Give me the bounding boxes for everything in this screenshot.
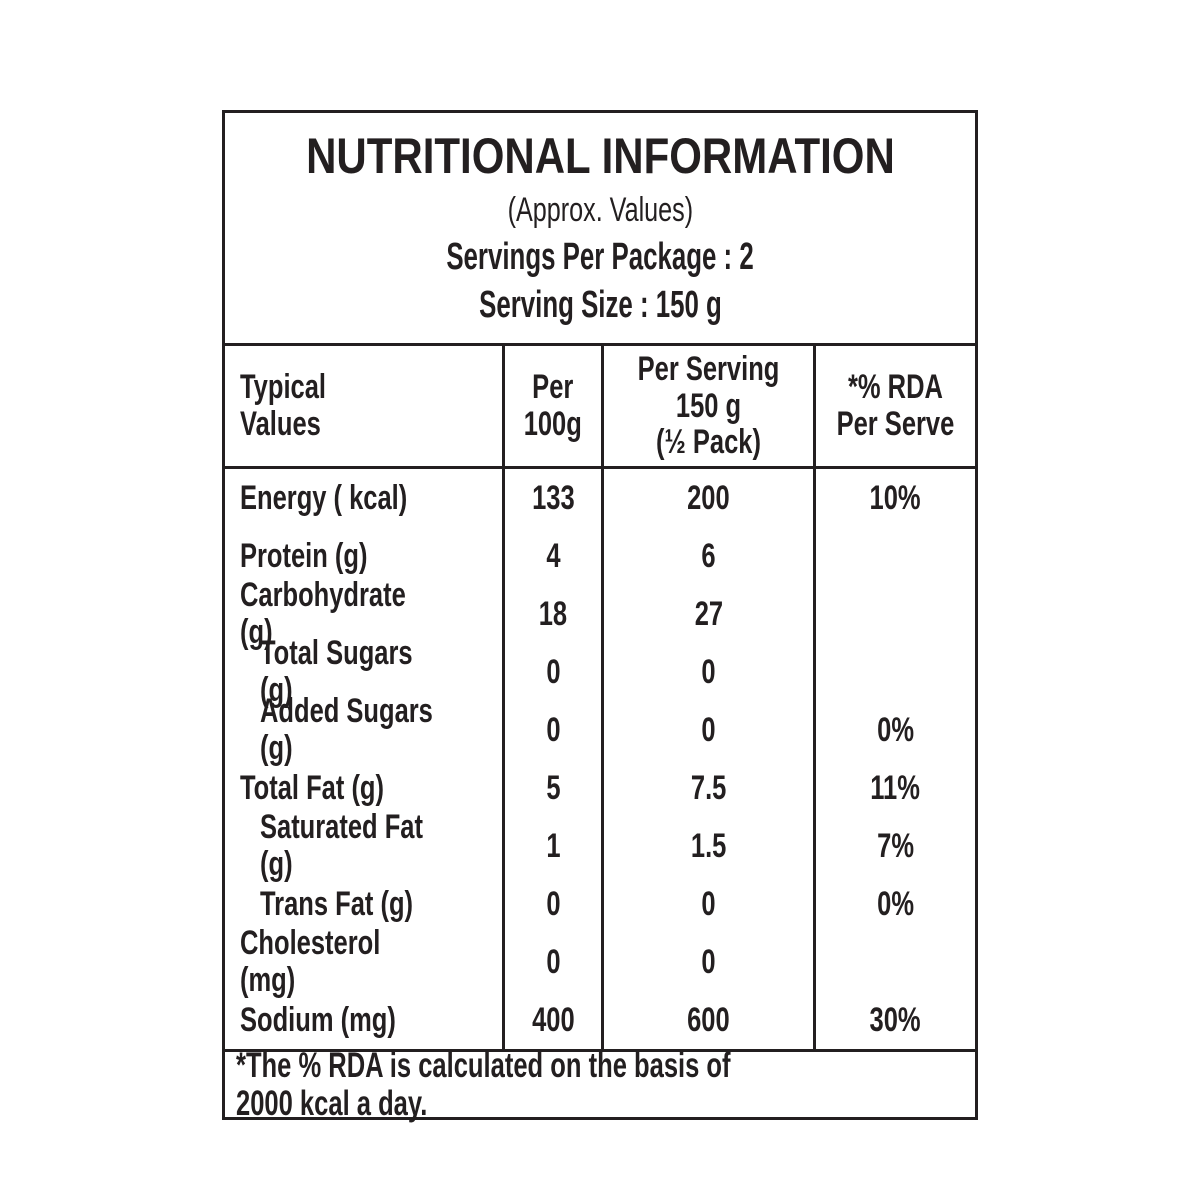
row-label: Trans Fat (g): [260, 884, 414, 923]
value-per-100g: 0: [502, 933, 601, 992]
value-per-serving: 0: [601, 701, 813, 760]
row-label: Total Sugars (g): [260, 634, 413, 710]
value-per-serving: 7.5: [601, 759, 813, 818]
page-title: NUTRITIONAL INFORMATION: [225, 129, 975, 183]
value-per-serving: 0: [601, 643, 813, 702]
approx-values-note: (Approx. Values): [507, 191, 693, 229]
value-per-serving: 6: [601, 527, 813, 586]
servings-per-package: Servings Per Package : 2: [446, 236, 754, 279]
value-rda: [813, 585, 975, 644]
row-label: Added Sugars (g): [260, 692, 433, 768]
column-header-per-serving: Per Serving 150 g (½ Pack): [601, 346, 813, 467]
column-header-per-100g: Per 100g: [502, 346, 601, 467]
value-rda: 0%: [813, 701, 975, 760]
column-header-rda-per-serve: *% RDA Per Serve: [813, 346, 975, 467]
table-row-total-sugars: Total Sugars (g) 0 0: [225, 634, 975, 710]
value-per-100g: 1: [502, 817, 601, 876]
table-body: Energy ( kcal) 133 200 10% Protein (g) 4…: [225, 469, 975, 1050]
table-row-added-sugars: Added Sugars (g) 0 0 0%: [225, 692, 975, 768]
column-header-row: Typical Values Per 100g Per Serving 150 …: [225, 346, 975, 470]
value-per-100g: 133: [502, 469, 601, 528]
table-header-block: NUTRITIONAL INFORMATION (Approx. Values)…: [225, 113, 975, 347]
row-label: Cholesterol (mg): [240, 924, 381, 1000]
row-label: Saturated Fat (g): [260, 808, 423, 884]
value-per-serving: 27: [601, 585, 813, 644]
page-title-text: NUTRITIONAL INFORMATION: [305, 128, 895, 184]
row-label: Total Fat (g): [240, 768, 384, 807]
value-rda: 11%: [813, 759, 975, 818]
value-rda: [813, 643, 975, 702]
table-row-total-fat: Total Fat (g) 5 7.5 11%: [225, 759, 975, 818]
table-row-energy: Energy ( kcal) 133 200 10%: [225, 469, 975, 528]
value-per-100g: 0: [502, 643, 601, 702]
value-rda: 7%: [813, 817, 975, 876]
table-row-trans-fat: Trans Fat (g) 0 0 0%: [225, 875, 975, 934]
table-row-protein: Protein (g) 4 6: [225, 527, 975, 586]
value-per-100g: 0: [502, 701, 601, 760]
value-per-serving: 0: [601, 933, 813, 992]
value-per-serving: 0: [601, 875, 813, 934]
value-per-100g: 5: [502, 759, 601, 818]
value-rda: 10%: [813, 469, 975, 528]
row-label: Energy ( kcal): [240, 478, 408, 517]
table-row-carbohydrate: Carbohydrate (g) 18 27: [225, 576, 975, 652]
serving-size: Serving Size : 150 g: [478, 283, 722, 326]
row-label: Sodium (mg): [240, 1000, 396, 1039]
value-rda: 30%: [813, 991, 975, 1050]
table-row-saturated-fat: Saturated Fat (g) 1 1.5 7%: [225, 808, 975, 884]
table-row-cholesterol: Cholesterol (mg) 0 0: [225, 924, 975, 1000]
value-rda: [813, 527, 975, 586]
row-label: Carbohydrate (g): [240, 576, 406, 652]
row-label: Protein (g): [240, 536, 368, 575]
column-header-typical-values: Typical Values: [240, 368, 326, 444]
nutrition-facts-table: NUTRITIONAL INFORMATION (Approx. Values)…: [222, 110, 978, 1122]
value-per-100g: 0: [502, 875, 601, 934]
value-per-100g: 400: [502, 991, 601, 1050]
value-per-serving: 600: [601, 991, 813, 1050]
value-per-100g: 4: [502, 527, 601, 586]
table-row-sodium: Sodium (mg) 400 600 30%: [225, 991, 975, 1050]
rda-footnote: *The % RDA is calculated on the basis of…: [225, 1046, 975, 1122]
value-per-serving: 200: [601, 469, 813, 528]
value-per-100g: 18: [502, 585, 601, 644]
value-rda: 0%: [813, 875, 975, 934]
value-rda: [813, 933, 975, 992]
value-per-serving: 1.5: [601, 817, 813, 876]
